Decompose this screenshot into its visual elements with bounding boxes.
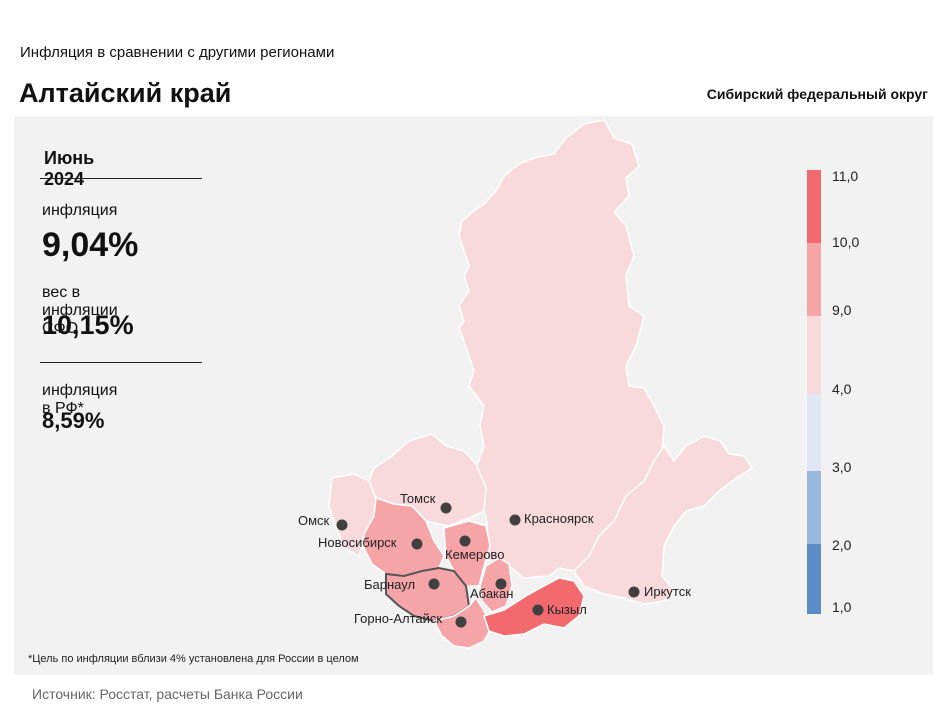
city-label-irkutsk: Иркутск <box>644 584 691 599</box>
inflation-label: инфляция <box>42 202 118 219</box>
source-note: Источник: Росстат, расчеты Банка России <box>32 686 303 702</box>
legend-tick-10: 10,0 <box>832 234 859 250</box>
legend-tick-4: 4,0 <box>832 381 852 397</box>
legend-tick-3: 3,0 <box>832 459 852 475</box>
weight-label: вес в инфляции СФО <box>42 284 118 337</box>
region-kemerovo <box>443 520 491 587</box>
legend-band-1-2 <box>807 544 821 614</box>
legend-tick-11: 11,0 <box>832 168 858 184</box>
map-panel: Июнь 2024 инфляция 9,04% вес в инфляции … <box>14 116 933 675</box>
city-label-gorno-altaysk: Горно-Алтайск <box>354 611 442 626</box>
city-label-krasnoyarsk: Красноярск <box>524 511 594 526</box>
city-kyzyl[interactable]: Кызыл <box>532 602 587 617</box>
city-barnaul[interactable]: Барнаул <box>364 577 440 592</box>
divider-bottom <box>40 362 202 363</box>
city-tomsk[interactable]: Томск <box>400 491 452 514</box>
footnote: *Цель по инфляции вблизи 4% установлена … <box>28 653 359 665</box>
divider-top <box>40 178 202 179</box>
legend-band-2-3 <box>807 471 821 544</box>
city-gorno-altaysk[interactable]: Горно-Алтайск <box>354 611 467 628</box>
inflation-value: 9,04% <box>42 226 139 264</box>
region-irkutsk <box>573 435 754 605</box>
city-kemerovo[interactable]: Кемерово <box>445 535 504 563</box>
city-label-omsk: Омск <box>298 513 330 528</box>
period-label: Июнь 2024 <box>44 148 95 189</box>
page-subtitle: Инфляция в сравнении с другими регионами <box>20 44 335 61</box>
city-omsk[interactable]: Омск <box>298 513 348 531</box>
legend-band-9-10 <box>807 243 821 316</box>
legend-band-3-4 <box>807 394 821 471</box>
district-label: Сибирский федеральный округ <box>706 86 928 102</box>
page-title: Алтайский край <box>19 78 232 108</box>
legend: 11,0 10,0 9,0 4,0 3,0 2,0 1,0 <box>807 168 859 615</box>
rf-inflation-label: инфляция в РФ* <box>42 382 118 417</box>
city-label-abakan: Абакан <box>470 586 513 601</box>
city-novosibirsk[interactable]: Новосибирск <box>318 535 423 550</box>
city-label-novosibirsk: Новосибирск <box>318 535 397 550</box>
legend-tick-2: 2,0 <box>832 537 852 553</box>
legend-tick-1: 1,0 <box>832 599 852 615</box>
city-irkutsk[interactable]: Иркутск <box>628 584 692 599</box>
legend-band-4-9 <box>807 316 821 394</box>
city-abakan[interactable]: Абакан <box>470 578 513 602</box>
city-label-kemerovo: Кемерово <box>445 547 504 562</box>
siberia-map: Томск Омск Новосибирск Кемерово Краснояр… <box>298 119 859 649</box>
legend-band-10-11 <box>807 170 821 243</box>
city-label-tomsk: Томск <box>400 491 436 506</box>
city-label-barnaul: Барнаул <box>364 577 415 592</box>
weight-value: 10,15% <box>42 310 134 340</box>
legend-tick-9: 9,0 <box>832 302 852 318</box>
city-krasnoyarsk[interactable]: Красноярск <box>509 511 594 526</box>
rf-inflation-value: 8,59% <box>42 408 105 433</box>
city-label-kyzyl: Кызыл <box>547 602 587 617</box>
